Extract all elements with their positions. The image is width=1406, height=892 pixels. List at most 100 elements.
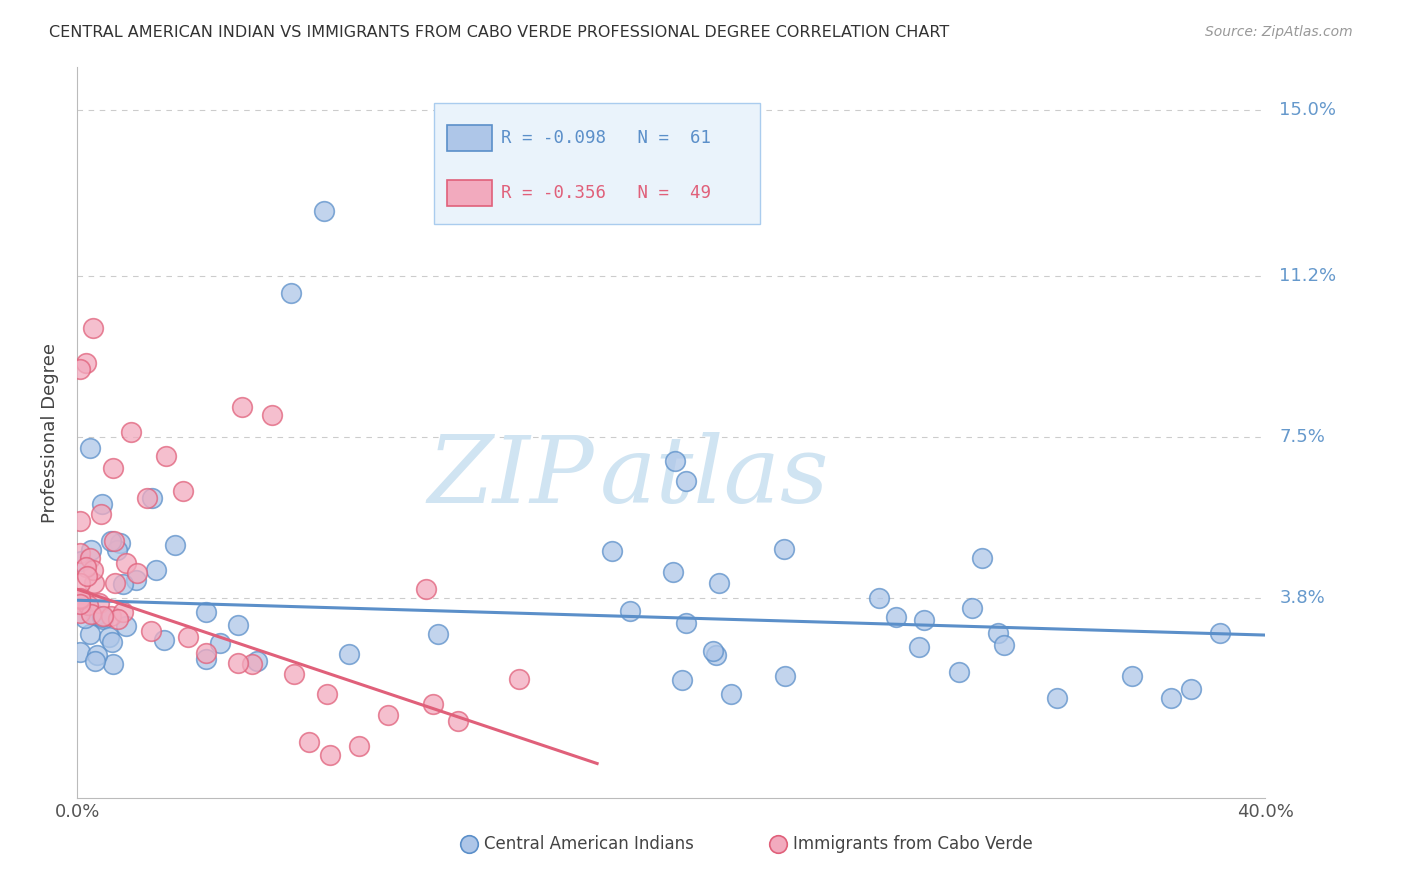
Point (69, 361, 91, 376)
Text: 3.8%: 3.8% (1279, 589, 1324, 607)
Point (69, 546, 91, 560)
Point (884, 610, 907, 624)
Point (960, 601, 983, 615)
Point (675, 474, 697, 488)
Point (101, 461, 124, 475)
Point (139, 624, 162, 639)
Point (600, 544, 623, 558)
Point (664, 454, 686, 468)
Point (970, 551, 993, 566)
Point (508, 672, 530, 686)
Point (83, 575, 105, 590)
Point (948, 665, 970, 680)
Point (86, 648, 108, 662)
Point (77, 598, 100, 612)
Point (912, 613, 935, 627)
Point (246, 654, 269, 668)
Point (73, 611, 96, 625)
Point (103, 657, 125, 672)
Point (100, 534, 122, 549)
Point (87, 596, 110, 610)
Point (772, 542, 794, 557)
Point (280, 286, 302, 301)
Point (194, 606, 217, 620)
Point (661, 565, 683, 579)
FancyBboxPatch shape (447, 125, 492, 151)
Point (75, 356, 97, 370)
Point (707, 576, 730, 591)
Point (115, 557, 138, 571)
Point (79, 551, 101, 566)
Point (228, 656, 250, 670)
Point (283, 666, 305, 681)
Point (422, 698, 444, 712)
Point (125, 573, 148, 587)
Point (75, 559, 97, 574)
Text: Source: ZipAtlas.com: Source: ZipAtlas.com (1205, 25, 1353, 39)
Point (70, 553, 93, 567)
Point (80, 607, 103, 621)
Point (79, 627, 101, 641)
Point (69, 645, 91, 659)
Y-axis label: Professional Degree: Professional Degree (41, 343, 59, 523)
Point (194, 646, 217, 660)
Point (69, 597, 91, 611)
Text: Immigrants from Cabo Verde: Immigrants from Cabo Verde (793, 835, 1032, 853)
Point (172, 483, 194, 498)
Point (240, 657, 263, 672)
Point (720, 687, 742, 701)
Point (101, 635, 124, 649)
Text: Central American Indians: Central American Indians (484, 835, 693, 853)
Text: 7.5%: 7.5% (1279, 428, 1326, 446)
Point (163, 537, 186, 551)
Point (231, 400, 253, 414)
Point (1160, 691, 1182, 706)
Point (98, 630, 121, 644)
Point (104, 576, 127, 591)
Point (83, 655, 105, 669)
Point (107, 612, 129, 626)
Point (1180, 682, 1202, 697)
Text: CENTRAL AMERICAN INDIAN VS IMMIGRANTS FROM CABO VERDE PROFESSIONAL DEGREE CORREL: CENTRAL AMERICAN INDIAN VS IMMIGRANTS FR… (49, 25, 949, 40)
Point (90, 609, 112, 624)
Point (76, 569, 98, 583)
Point (82, 321, 104, 335)
Point (100, 609, 122, 624)
Point (120, 425, 142, 439)
Point (209, 636, 232, 650)
Point (82, 563, 104, 577)
Point (426, 627, 449, 641)
Point (993, 638, 1015, 652)
Text: atlas: atlas (600, 432, 830, 522)
Text: R = -0.356   N =  49: R = -0.356 N = 49 (502, 184, 711, 202)
Point (415, 582, 437, 596)
Point (115, 619, 138, 633)
Point (135, 491, 157, 505)
Point (773, 669, 796, 683)
Point (312, 203, 335, 218)
Point (377, 708, 399, 723)
Point (153, 633, 176, 648)
Point (105, 542, 128, 557)
Point (69, 576, 91, 591)
Point (80, 543, 103, 558)
Point (337, 647, 360, 661)
Point (675, 616, 697, 631)
Point (155, 449, 177, 463)
Point (90, 507, 112, 521)
Point (177, 631, 200, 645)
Text: R = -0.098   N =  61: R = -0.098 N = 61 (502, 128, 711, 147)
FancyBboxPatch shape (434, 103, 761, 224)
Point (69, 591, 91, 606)
Point (91, 611, 114, 625)
Point (79, 441, 101, 455)
Point (319, 747, 342, 762)
Point (69, 606, 91, 620)
Point (447, 714, 470, 728)
Point (108, 536, 131, 550)
Point (91, 497, 114, 511)
Point (619, 604, 641, 618)
Point (316, 687, 339, 701)
Point (908, 640, 931, 655)
Text: 11.2%: 11.2% (1279, 267, 1337, 285)
